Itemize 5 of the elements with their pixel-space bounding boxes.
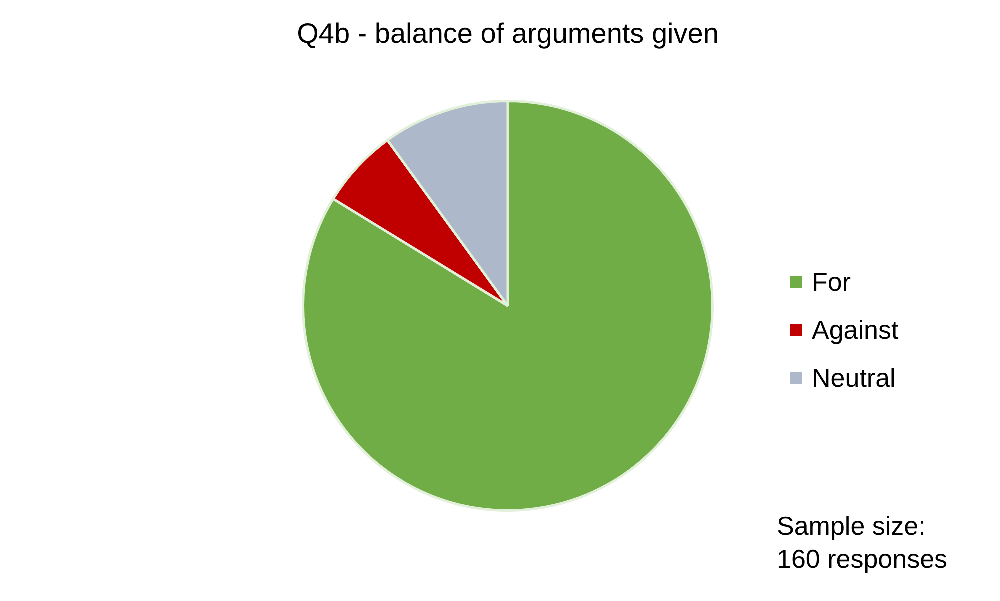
legend-label: For	[812, 266, 851, 298]
chart-title: Q4b - balance of arguments given	[296, 18, 720, 50]
legend-label: Neutral	[812, 362, 896, 394]
legend-label: Against	[812, 314, 899, 346]
text: Sample size: 160 responses	[777, 510, 948, 576]
